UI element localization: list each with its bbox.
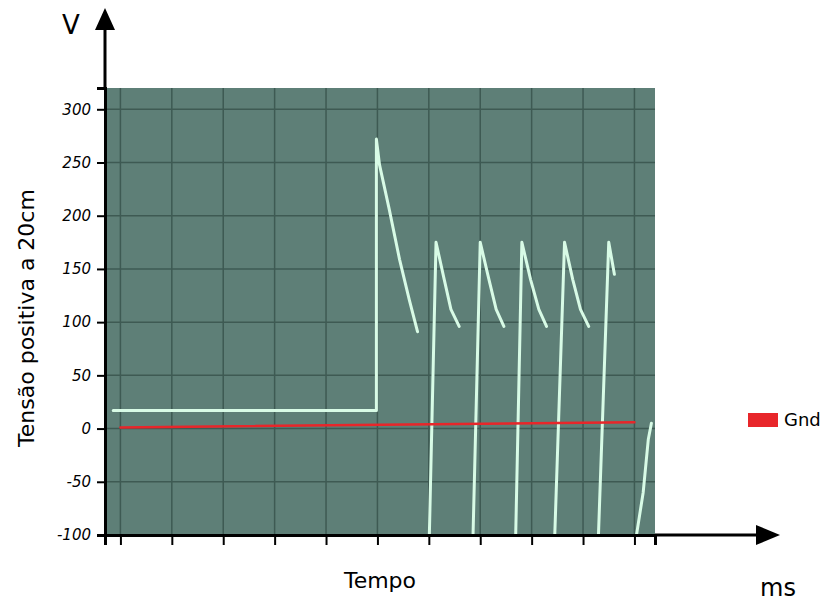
- x-tick-mark: [326, 535, 328, 545]
- y-tick-label: 0: [81, 420, 91, 438]
- series-line: [113, 139, 651, 535]
- grid-line-x: [531, 88, 533, 535]
- y-tick-label: -50: [67, 473, 92, 491]
- x-tick-mark: [583, 535, 585, 545]
- y-arrow-shaft: [104, 24, 107, 88]
- series-group: [113, 139, 651, 535]
- y-tick-mark: [97, 109, 105, 111]
- x-tick: [377, 535, 378, 545]
- grid-line-y: [105, 481, 655, 483]
- y-tick-label: 300: [62, 101, 91, 119]
- x-tick: [172, 535, 173, 545]
- x-tick-mark: [171, 535, 173, 545]
- legend-label: Gnd: [784, 409, 821, 430]
- x-tick: [480, 535, 481, 545]
- y-tick-mark: [97, 428, 105, 430]
- x-tick-mark: [120, 535, 122, 545]
- y-tick-mark: [97, 535, 105, 537]
- y-tick: 300: [62, 101, 105, 119]
- grid-line-y: [105, 375, 655, 377]
- y-tick-mark: [97, 162, 105, 164]
- y-tick-label: 100: [62, 313, 91, 331]
- grid-line-y: [105, 215, 655, 217]
- plot-background: [105, 88, 655, 535]
- y-tick-label: 50: [72, 367, 91, 385]
- y-arrow-head: [95, 8, 115, 30]
- grid-line-x: [428, 88, 430, 535]
- x-arrow-head: [756, 525, 780, 545]
- x-tick-mark: [480, 535, 482, 545]
- y-tick: 150: [62, 260, 105, 278]
- grid: [105, 88, 655, 535]
- x-tick: [223, 535, 224, 545]
- y-tick-mark: [97, 375, 105, 377]
- y-tick: -100: [57, 526, 105, 544]
- y-axis-title: Tensão positiva a 20cm: [14, 189, 39, 448]
- grid-line-x: [325, 88, 327, 535]
- y-tick: 100: [62, 313, 105, 331]
- texts: V Tensão positiva a 20cm Tempo ms: [14, 10, 796, 602]
- x-tick-mark: [223, 535, 225, 545]
- x-tick-mark: [634, 535, 636, 545]
- grid-line-x: [120, 88, 122, 535]
- y-tick-label: 250: [62, 154, 91, 172]
- chart: -100 -50 0 50 100 150 200 250 300 V Tensão positiv…: [0, 0, 837, 606]
- legend: Gnd: [748, 409, 821, 430]
- x-tick-mark: [428, 535, 430, 545]
- y-tick: 250: [62, 154, 105, 172]
- x-tick: [634, 535, 635, 545]
- grid-line-x: [171, 88, 173, 535]
- x-tick: [532, 535, 533, 545]
- x-tick-mark: [377, 535, 379, 545]
- grid-line-x: [274, 88, 276, 535]
- y-tick: 200: [62, 207, 105, 225]
- y-tick-mark: [97, 268, 105, 270]
- y-tick-mark: [97, 481, 105, 483]
- y-axis-line: [97, 89, 106, 536]
- y-axis: -100 -50 0 50 100 150 200 250 300: [57, 89, 106, 545]
- x-tick: [275, 535, 276, 545]
- y-tick-mark: [97, 322, 105, 324]
- y-tick-mark: [97, 215, 105, 217]
- grid-line-x: [222, 88, 224, 535]
- grid-line-y: [105, 109, 655, 111]
- y-tick: 50: [72, 367, 105, 385]
- x-axis: [106, 535, 656, 545]
- x-tick: [583, 535, 584, 545]
- grid-line-y: [105, 268, 655, 270]
- x-tick: [326, 535, 327, 545]
- x-axis-line: [106, 536, 656, 546]
- x-tick-mark: [531, 535, 533, 545]
- grid-line-y: [105, 321, 655, 323]
- y-tick: 0: [81, 420, 105, 438]
- y-tick-label: -100: [57, 526, 91, 544]
- legend-swatch: [748, 413, 778, 427]
- y-tick-label: 150: [62, 260, 91, 278]
- y-tick: -50: [67, 473, 106, 491]
- y-unit: V: [62, 10, 80, 40]
- grid-line-x: [634, 88, 636, 535]
- x-tick: [429, 535, 430, 545]
- x-arrow-shaft: [655, 534, 762, 537]
- x-unit: ms: [760, 574, 796, 602]
- series-line: [120, 422, 634, 427]
- x-tick-mark: [274, 535, 276, 545]
- y-tick-label: 200: [62, 207, 91, 225]
- x-tick: [120, 535, 121, 545]
- x-axis-title: Tempo: [343, 568, 416, 593]
